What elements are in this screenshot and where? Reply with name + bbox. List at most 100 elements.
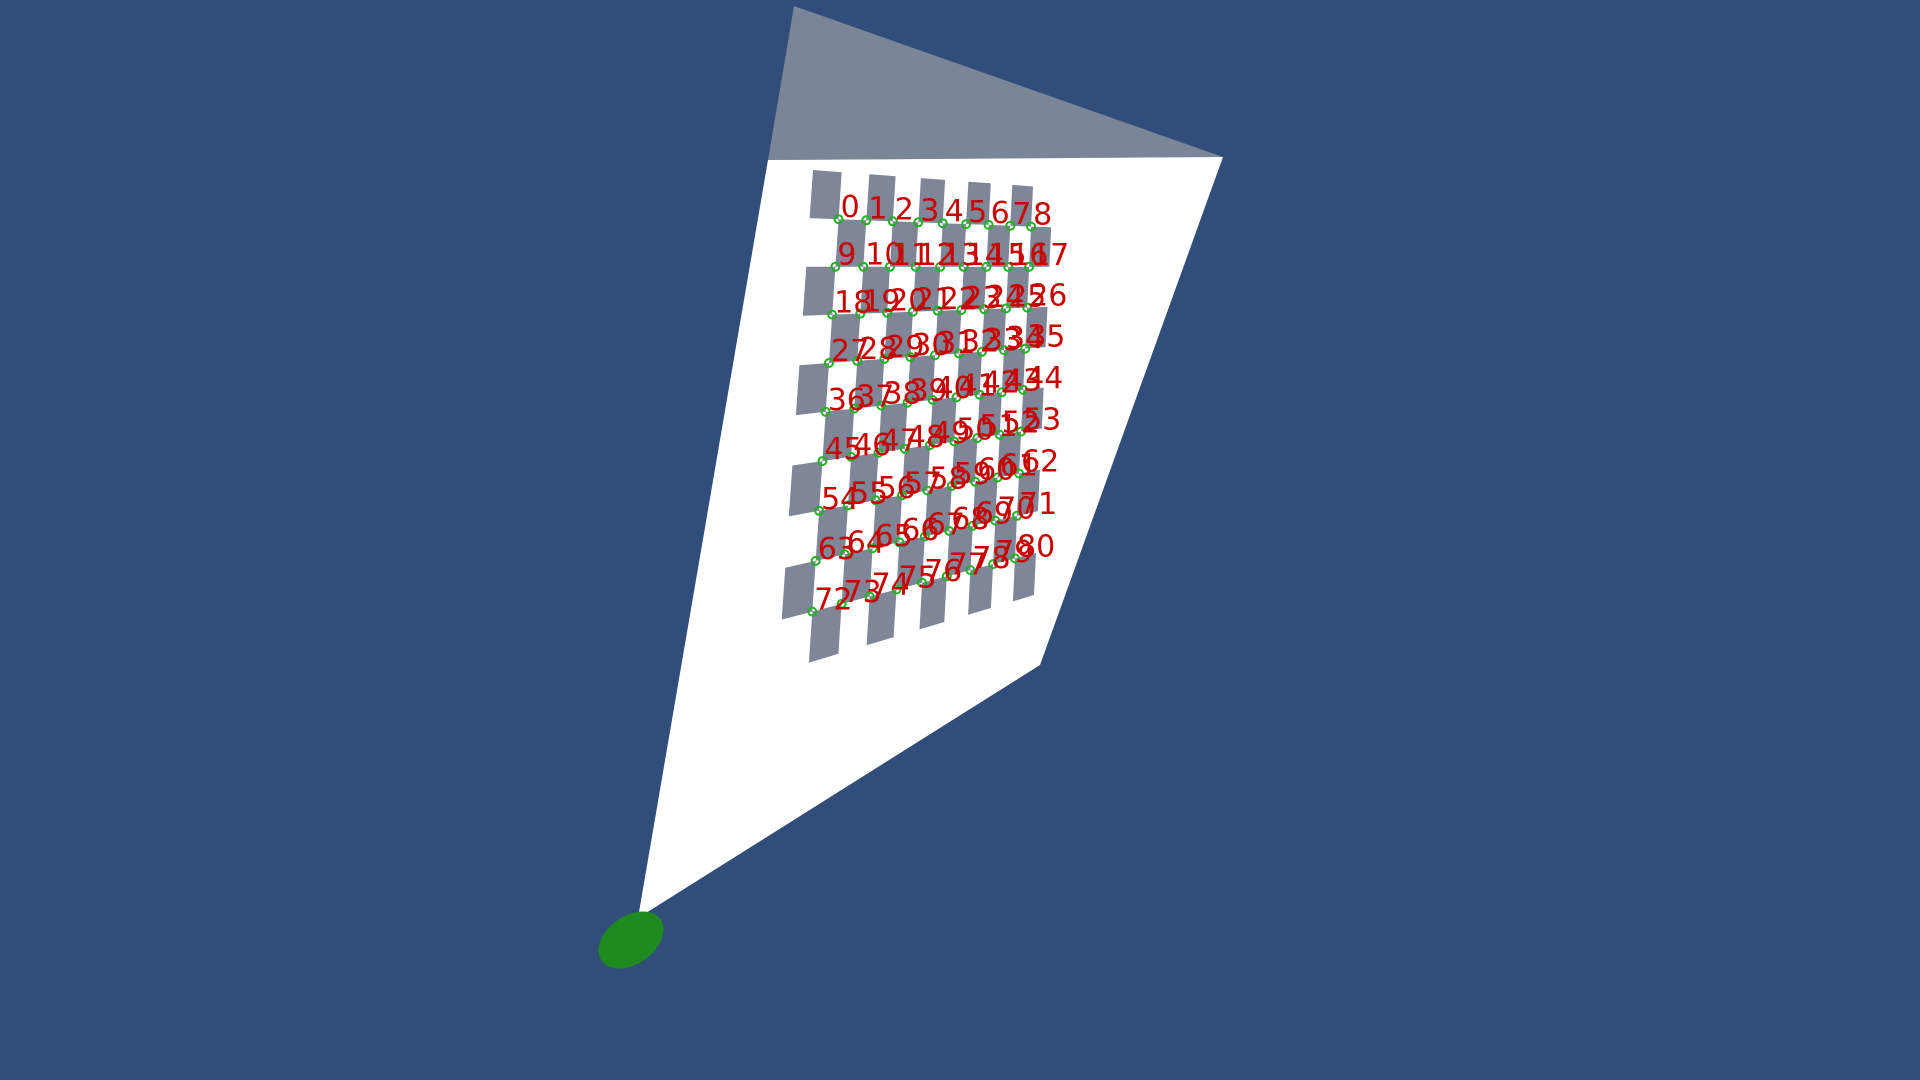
checker-square: [912, 266, 941, 312]
checker-square: [981, 308, 1007, 352]
corner-label: 77: [949, 547, 987, 582]
corner-label: 46: [853, 428, 891, 463]
corner-label: 75: [899, 561, 937, 596]
checker-square: [835, 219, 867, 267]
corner-label: 28: [859, 332, 897, 367]
checker-square: [1001, 348, 1026, 393]
corner-marker: [1016, 426, 1027, 437]
corner-marker: [949, 436, 960, 447]
corner-marker: [1005, 220, 1016, 231]
corner-marker: [917, 577, 928, 588]
corner-marker: [836, 598, 847, 609]
corner-marker: [922, 485, 933, 496]
corner-marker: [876, 400, 887, 411]
corner-label: 17: [1031, 238, 1069, 273]
corner-label: 60: [977, 453, 1015, 488]
corner-label: 12: [918, 238, 956, 273]
corner-marker: [858, 261, 869, 272]
corner-marker: [941, 571, 952, 582]
corner-marker: [925, 440, 935, 451]
corner-marker: [861, 215, 872, 226]
corner-marker: [974, 389, 985, 400]
checker-square: [781, 560, 816, 620]
corner-marker: [919, 531, 930, 542]
corner-label: 72: [814, 583, 852, 618]
corner-label: 74: [872, 568, 910, 603]
corner-label: 39: [910, 374, 948, 409]
corner-marker: [807, 606, 818, 617]
checker-square: [966, 181, 991, 225]
corner-marker: [972, 433, 983, 443]
corner-label: 8: [1033, 198, 1052, 233]
corner-label: 36: [828, 383, 866, 418]
checker-square: [878, 402, 908, 453]
corner-marker: [864, 591, 875, 602]
corner-label: 6: [991, 196, 1010, 231]
checker-square: [808, 603, 842, 663]
corner-marker: [879, 353, 890, 364]
checker-square: [1025, 306, 1048, 349]
corner-marker: [1001, 303, 1012, 314]
corner-marker: [1014, 468, 1025, 479]
corner-label: 2: [895, 192, 914, 227]
corner-label: 79: [995, 535, 1033, 570]
corner-label: 49: [932, 416, 970, 451]
corner-marker: [814, 505, 825, 516]
corner-marker: [983, 219, 994, 230]
corner-marker: [954, 348, 964, 359]
corner-label: 45: [824, 432, 862, 467]
corner-label: 80: [1017, 529, 1055, 564]
corner-label: 34: [1006, 321, 1044, 356]
corner-label: 71: [1019, 487, 1057, 522]
corner-label: 61: [1000, 449, 1038, 484]
corner-label: 76: [924, 554, 962, 589]
checker-square: [896, 536, 925, 590]
corner-marker: [967, 520, 978, 531]
corner-label: 5: [968, 195, 987, 230]
checker-square: [822, 408, 855, 462]
corner-marker: [839, 549, 850, 560]
corner-label: 37: [856, 380, 894, 415]
checker-square: [972, 477, 998, 526]
corner-label: 29: [886, 330, 924, 365]
corner-marker: [1018, 384, 1029, 395]
checker-square: [815, 505, 848, 561]
corner-marker: [870, 495, 881, 506]
corner-marker: [897, 490, 907, 501]
corner-label: 22: [940, 282, 978, 317]
corner-label: 38: [883, 377, 921, 412]
checker-square: [902, 445, 930, 496]
corner-label: 13: [942, 238, 980, 273]
corner-label: 24: [986, 280, 1024, 315]
corner-marker: [867, 543, 878, 554]
checker-square: [841, 548, 873, 604]
checker-square: [940, 223, 967, 267]
corner-marker: [885, 261, 895, 272]
checker-square: [930, 397, 957, 446]
corner-label: 0: [841, 190, 860, 225]
corner-marker: [935, 261, 946, 272]
corner-label: 55: [850, 476, 888, 511]
corner-label: 42: [982, 366, 1020, 401]
corner-label: 56: [878, 471, 916, 506]
corner-label: 57: [904, 466, 942, 501]
checker-square: [1012, 552, 1036, 602]
corner-marker: [932, 305, 943, 316]
corner-marker: [992, 472, 1003, 483]
corner-label: 27: [831, 334, 869, 369]
corner-marker: [905, 352, 916, 362]
checker-square: [890, 221, 919, 267]
checker-square: [907, 355, 936, 403]
corner-marker: [951, 392, 962, 403]
corner-marker: [976, 346, 987, 357]
corner-label: 4: [945, 194, 964, 229]
checker-square: [860, 266, 890, 314]
corner-marker: [990, 515, 1001, 526]
corner-marker: [843, 500, 853, 511]
checker-square: [935, 310, 962, 356]
corner-label: 63: [818, 532, 856, 567]
corner-marker: [846, 451, 857, 462]
checker-square: [1017, 469, 1040, 516]
corner-label: 7: [1012, 197, 1031, 232]
